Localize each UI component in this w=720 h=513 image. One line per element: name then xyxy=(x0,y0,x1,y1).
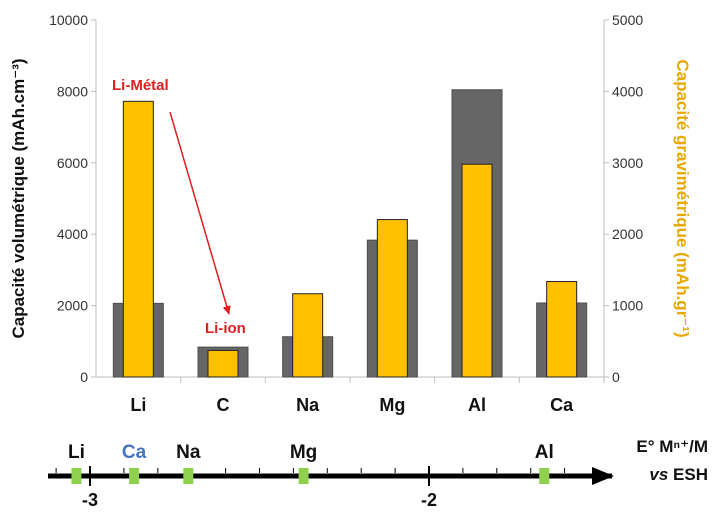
left-tick-label: 8000 xyxy=(57,83,88,99)
category-label: Mg xyxy=(379,395,405,415)
potential-marker-li xyxy=(71,468,82,484)
right-tick-label: 2000 xyxy=(612,226,643,242)
bar-gravimetric-mg xyxy=(376,219,408,378)
annotation-li-ion: Li-ion xyxy=(205,320,246,337)
right-tick-label: 3000 xyxy=(612,155,643,171)
left-axis-title: Capacité volumétrique (mAh.cm⁻³) xyxy=(9,58,28,338)
potential-element-label-ca: Ca xyxy=(122,442,147,463)
potential-scale-subtitle-italic: vs xyxy=(649,465,668,484)
potential-element-label-mg: Mg xyxy=(290,442,317,463)
bar-gravimetric-na xyxy=(292,293,324,378)
bar-gravimetric-li xyxy=(122,100,154,378)
annotation-li-metal: Li-Métal xyxy=(112,77,169,94)
potential-marker-al xyxy=(539,468,550,484)
potential-tick-label: -2 xyxy=(421,490,437,508)
category-label: Li xyxy=(130,395,146,415)
category-label: Al xyxy=(468,395,486,415)
left-tick-label: 4000 xyxy=(57,226,88,242)
potential-marker-ca xyxy=(129,468,140,484)
potential-scale-subtitle: vs ESH xyxy=(649,465,708,484)
bar-gravimetric-c xyxy=(207,349,239,378)
potential-element-label-al: Al xyxy=(535,442,554,463)
right-axis-title: Capacité gravimétrique (mAh.gr⁻¹) xyxy=(673,59,692,337)
bar-gravimetric-ca xyxy=(546,281,578,378)
category-label: C xyxy=(217,395,230,415)
right-tick-label: 5000 xyxy=(612,12,643,28)
potential-marker-na xyxy=(183,468,194,484)
potential-scale-title: E° Mⁿ⁺/M xyxy=(636,437,708,456)
potential-marker-mg xyxy=(298,468,309,484)
right-tick-label: 0 xyxy=(612,369,620,385)
left-tick-label: 6000 xyxy=(57,155,88,171)
potential-scale-subtitle-rest: ESH xyxy=(668,465,708,484)
left-tick-label: 10000 xyxy=(49,12,88,28)
left-tick-label: 0 xyxy=(80,369,88,385)
category-label: Ca xyxy=(550,395,574,415)
right-tick-label: 1000 xyxy=(612,298,643,314)
left-tick-label: 2000 xyxy=(57,298,88,314)
potential-tick-label: -3 xyxy=(82,490,98,508)
right-tick-label: 4000 xyxy=(612,83,643,99)
bar-gravimetric-al xyxy=(461,163,493,378)
potential-element-label-na: Na xyxy=(176,442,201,463)
annotation-arrow xyxy=(169,111,231,315)
category-label: Na xyxy=(296,395,320,415)
potential-element-label-li: Li xyxy=(68,442,85,463)
